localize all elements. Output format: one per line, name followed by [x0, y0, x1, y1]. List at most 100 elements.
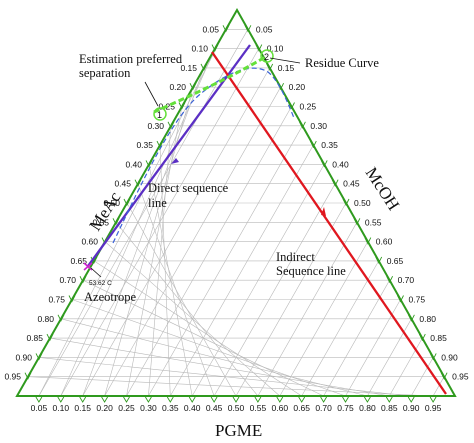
bottom-tick-label: 0.15	[74, 403, 91, 413]
right-tick-label: 0.20	[289, 82, 306, 92]
right-edge-arrow	[266, 63, 274, 71]
bottom-edge-arrow	[342, 396, 349, 403]
grid-line	[170, 144, 314, 397]
bottom-tick-label: 0.70	[315, 403, 332, 413]
bottom-edge-arrow	[101, 396, 108, 403]
right-tick-label: 0.50	[354, 198, 371, 208]
indirect-sequence-label-line1: Indirect	[276, 250, 315, 264]
left-tick-label: 0.55	[92, 217, 109, 227]
estimation-point-2-label: 2	[264, 52, 269, 62]
azeotrope-pointer	[90, 267, 102, 278]
right-edge-arrow	[418, 333, 426, 342]
left-tick-label: 0.45	[114, 179, 131, 189]
left-tick-label: 0.20	[169, 82, 186, 92]
right-tick-label: 0.80	[419, 314, 436, 324]
bottom-tick-label: 0.75	[337, 403, 354, 413]
left-tick-label: 0.50	[103, 198, 120, 208]
left-edge-arrow	[79, 275, 87, 284]
bottom-edge-arrow	[210, 396, 218, 403]
bottom-tick-label: 0.50	[228, 403, 245, 413]
bottom-edge-arrow	[298, 396, 306, 403]
direct-sequence-label-line1: Direct sequence	[148, 181, 229, 195]
residue-curve-label: Residue Curve	[305, 56, 379, 70]
estimation-point-1-label: 1	[157, 110, 162, 120]
grid-line	[60, 318, 368, 397]
bottom-edge-arrow	[166, 396, 174, 403]
grid-line	[115, 222, 259, 397]
left-edge-arrow	[24, 372, 32, 380]
left-tick-label: 0.85	[26, 333, 43, 343]
bottom-axis-name: PGME	[215, 421, 262, 440]
right-edge-arrow	[331, 179, 339, 187]
left-edge-arrow	[35, 353, 43, 361]
right-tick-label: 0.65	[387, 256, 404, 266]
left-tick-label: 0.40	[125, 159, 142, 169]
bottom-edge-arrow	[57, 396, 65, 403]
left-tick-label: 0.05	[202, 24, 219, 34]
right-edge-arrow	[342, 198, 350, 207]
bottom-edge-arrow	[429, 396, 437, 403]
grid-lines	[27, 28, 445, 397]
right-edge-arrow	[429, 353, 437, 361]
bottom-tick-label: 0.10	[53, 403, 70, 413]
right-tick-label: 0.15	[278, 63, 295, 73]
bottom-tick-label: 0.30	[140, 403, 157, 413]
estimation-label-line2: separation	[79, 66, 131, 80]
left-tick-label: 0.90	[15, 352, 32, 362]
right-tick-label: 0.60	[376, 237, 393, 247]
left-tick-label: 0.10	[191, 44, 208, 54]
bottom-tick-label: 0.60	[272, 403, 289, 413]
bottom-edge-arrow	[145, 396, 152, 403]
bottom-tick-label: 0.85	[381, 403, 398, 413]
direct-sequence-label-line2: line	[148, 196, 167, 210]
bottom-tick-label: 0.40	[184, 403, 201, 413]
right-edge-arrow	[407, 314, 415, 322]
left-edge-arrow	[145, 160, 153, 168]
right-tick-label: 0.85	[430, 333, 447, 343]
edge-arrows	[24, 25, 448, 403]
grid-line	[82, 67, 270, 397]
right-edge-arrow	[386, 275, 394, 284]
left-tick-label: 0.35	[136, 140, 153, 150]
bottom-tick-label: 0.65	[293, 403, 310, 413]
pointer-arrowheads	[171, 158, 326, 216]
bottom-tick-label: 0.90	[403, 403, 420, 413]
grid-line	[82, 279, 324, 397]
tick-labels: 0.05 0.05 0.05 0.10 0.10 0.10 0.15 0.15 0.15 0.20…	[4, 24, 468, 413]
bottom-tick-label: 0.20	[96, 403, 113, 413]
bottom-tick-label: 0.45	[206, 403, 223, 413]
grid-line	[410, 357, 434, 397]
right-tick-label: 0.10	[267, 44, 284, 54]
grid-line	[38, 357, 412, 397]
right-edge-arrow	[298, 121, 306, 129]
bottom-edge-arrow	[188, 396, 196, 403]
left-edge-arrow	[68, 295, 76, 303]
grid-line	[104, 241, 280, 397]
left-edge-arrow	[134, 179, 142, 187]
grid-line	[257, 222, 358, 397]
right-tick-label: 0.90	[441, 352, 458, 362]
left-edge-arrow	[156, 140, 164, 149]
estimation-preferred-line	[153, 54, 268, 114]
residue-curve	[112, 67, 295, 244]
estimation-point-1	[153, 107, 167, 121]
triangle-frame	[15, 7, 457, 397]
left-tick-label: 0.80	[37, 314, 54, 324]
azeotrope-temperature: 53.62 C	[89, 280, 112, 287]
azeotrope-label: Azeotrope	[84, 290, 137, 304]
right-edge-arrow	[397, 295, 404, 303]
left-edge-arrow	[57, 314, 65, 322]
right-tick-label: 0.35	[321, 140, 338, 150]
right-edge-arrow	[309, 140, 317, 149]
azeotrope-marker	[83, 262, 93, 271]
left-tick-label: 0.70	[59, 275, 76, 285]
left-tick-label: 0.30	[147, 121, 164, 131]
indirect-sequence-line	[211, 51, 447, 395]
left-edge-arrow	[200, 63, 208, 71]
right-edge-arrow	[364, 237, 372, 245]
grid-line	[38, 29, 249, 397]
bottom-tick-label: 0.35	[162, 403, 179, 413]
left-edge-arrow	[211, 44, 219, 52]
bottom-edge-arrow	[123, 396, 130, 403]
